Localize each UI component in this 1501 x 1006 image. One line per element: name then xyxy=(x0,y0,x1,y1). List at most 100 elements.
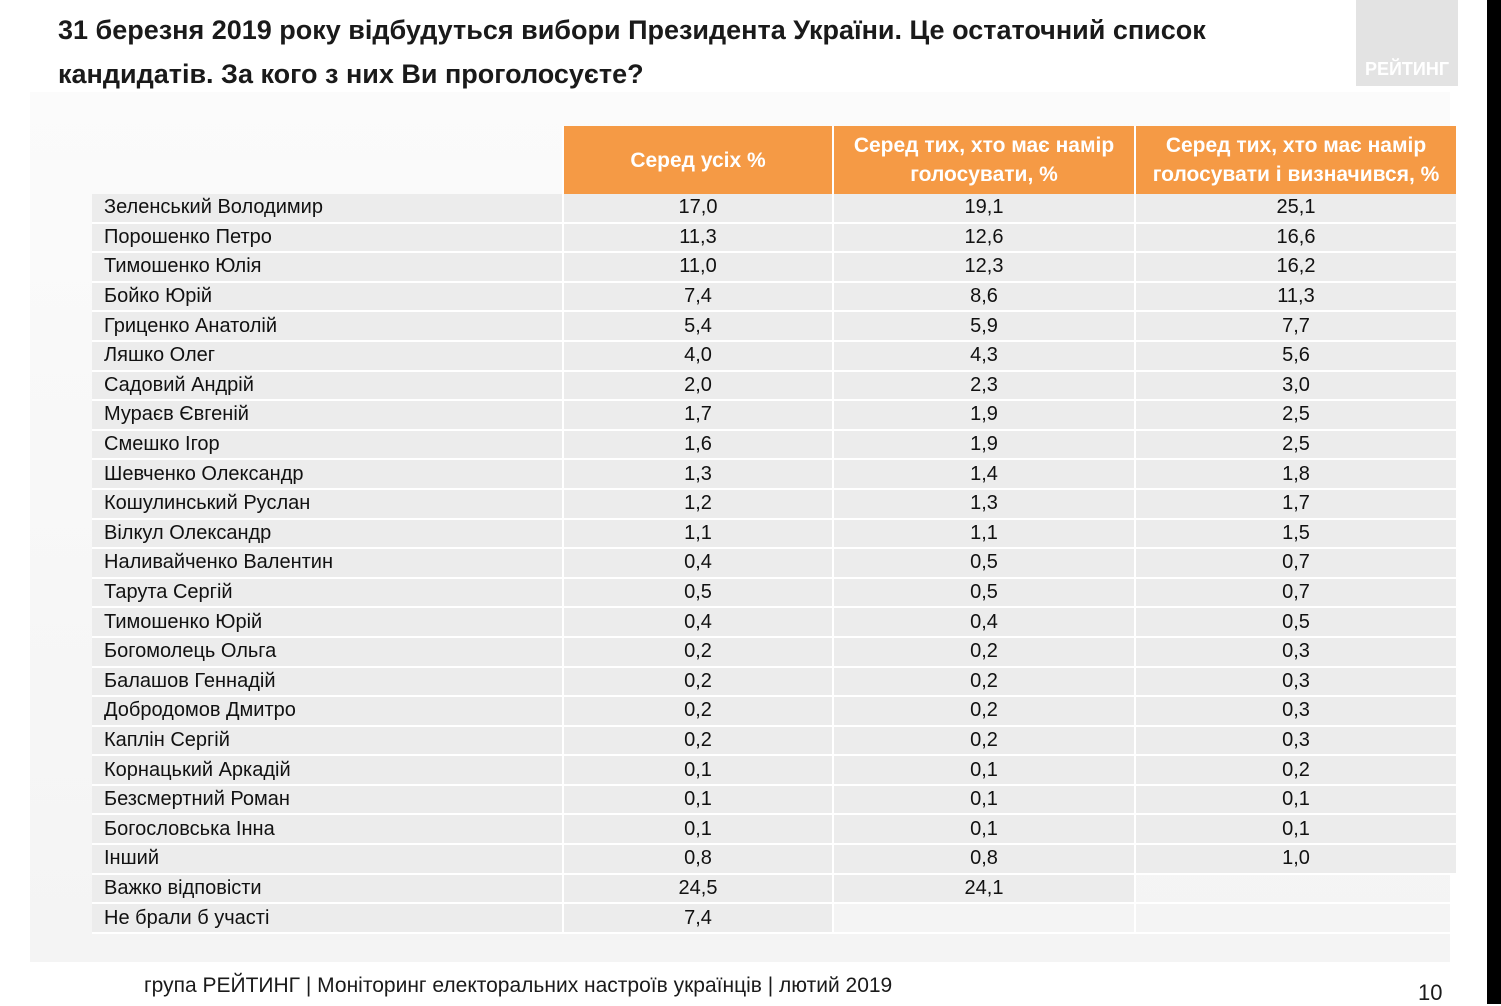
table-row: Тимошенко Юрій 0,4 0,4 0,5 xyxy=(92,608,1456,638)
candidate-name-cell: Безсмертний Роман xyxy=(92,785,562,816)
value-cell-intend: 12,3 xyxy=(832,253,1134,283)
candidate-name-cell: Вілкул Олександр xyxy=(92,519,562,550)
table-row: Гриценко Анатолій 5,4 5,9 7,7 xyxy=(92,312,1456,342)
value-cell-intend: 5,9 xyxy=(832,312,1134,342)
value-cell-intend: 4,3 xyxy=(832,341,1134,372)
value-cell-intend xyxy=(832,904,1134,934)
candidate-name-cell: Каплін Сергій xyxy=(92,726,562,757)
value-cell-decided: 2,5 xyxy=(1134,430,1456,461)
value-cell-decided xyxy=(1134,874,1456,905)
value-cell-intend: 2,3 xyxy=(832,371,1134,402)
value-cell-all: 1,7 xyxy=(562,401,832,431)
header-cell-intend-to-vote: Серед тих, хто має намір голосувати, % xyxy=(832,126,1134,194)
value-cell-all: 0,4 xyxy=(562,549,832,579)
table-row: Балашов Геннадій 0,2 0,2 0,3 xyxy=(92,667,1456,698)
footer-text: група РЕЙТИНГ | Моніторинг електоральних… xyxy=(144,974,893,997)
value-cell-decided: 1,8 xyxy=(1134,460,1456,490)
table-row: Інший 0,8 0,8 1,0 xyxy=(92,845,1456,875)
value-cell-decided: 0,7 xyxy=(1134,578,1456,609)
value-cell-all: 1,2 xyxy=(562,489,832,520)
value-cell-all: 0,1 xyxy=(562,785,832,816)
value-cell-all: 0,5 xyxy=(562,578,832,609)
value-cell-decided: 16,2 xyxy=(1134,253,1456,283)
value-cell-all: 0,2 xyxy=(562,697,832,727)
value-cell-all: 0,2 xyxy=(562,667,832,698)
value-cell-decided: 3,0 xyxy=(1134,371,1456,402)
value-cell-intend: 1,1 xyxy=(832,519,1134,550)
value-cell-all: 17,0 xyxy=(562,194,832,224)
value-cell-decided: 0,3 xyxy=(1134,637,1456,668)
value-cell-all: 1,3 xyxy=(562,460,832,490)
value-cell-intend: 0,1 xyxy=(832,815,1134,846)
value-cell-intend: 0,2 xyxy=(832,697,1134,727)
value-cell-all: 1,1 xyxy=(562,519,832,550)
value-cell-all: 2,0 xyxy=(562,371,832,402)
value-cell-all: 11,3 xyxy=(562,223,832,254)
value-cell-intend: 0,8 xyxy=(832,845,1134,875)
candidate-name-cell: Порошенко Петро xyxy=(92,223,562,254)
header-cell-all: Серед усіх % xyxy=(562,126,832,194)
candidate-name-cell: Зеленський Володимир xyxy=(92,194,562,224)
table-row: Богословська Інна 0,1 0,1 0,1 xyxy=(92,815,1456,846)
value-cell-intend: 8,6 xyxy=(832,282,1134,313)
value-cell-decided: 5,6 xyxy=(1134,341,1456,372)
candidate-name-cell: Богословська Інна xyxy=(92,815,562,846)
candidate-name-cell: Ляшко Олег xyxy=(92,341,562,372)
table-row: Добродомов Дмитро 0,2 0,2 0,3 xyxy=(92,697,1456,727)
candidate-name-cell: Шевченко Олександр xyxy=(92,460,562,490)
candidate-name-cell: Важко відповісти xyxy=(92,874,562,905)
table-row: Порошенко Петро 11,3 12,6 16,6 xyxy=(92,223,1456,254)
candidate-name-cell: Наливайченко Валентин xyxy=(92,549,562,579)
table-row: Садовий Андрій 2,0 2,3 3,0 xyxy=(92,371,1456,402)
candidate-name-cell: Кошулинський Руслан xyxy=(92,489,562,520)
table-row: Каплін Сергій 0,2 0,2 0,3 xyxy=(92,726,1456,757)
value-cell-all: 7,4 xyxy=(562,282,832,313)
value-cell-intend: 0,5 xyxy=(832,549,1134,579)
table-row: Шевченко Олександр 1,3 1,4 1,8 xyxy=(92,460,1456,490)
header-cell-candidate xyxy=(92,126,562,194)
table-row: Богомолець Ольга 0,2 0,2 0,3 xyxy=(92,637,1456,668)
table-row: Вілкул Олександр 1,1 1,1 1,5 xyxy=(92,519,1456,550)
table-row: Корнацький Аркадій 0,1 0,1 0,2 xyxy=(92,756,1456,786)
table-row: Наливайченко Валентин 0,4 0,5 0,7 xyxy=(92,549,1456,579)
value-cell-decided: 7,7 xyxy=(1134,312,1456,342)
candidate-name-cell: Балашов Геннадій xyxy=(92,667,562,698)
value-cell-intend: 0,2 xyxy=(832,637,1134,668)
poll-results-table: Серед усіх % Серед тих, хто має намір го… xyxy=(92,126,1456,934)
value-cell-decided: 2,5 xyxy=(1134,401,1456,431)
header-cell-decided: Серед тих, хто має намір голосувати і ви… xyxy=(1134,126,1456,194)
value-cell-decided xyxy=(1134,904,1456,934)
table-row: Не брали б участі 7,4 xyxy=(92,904,1456,934)
candidate-name-cell: Інший xyxy=(92,845,562,875)
rating-logo: РЕЙТИНГ xyxy=(1356,0,1458,86)
value-cell-decided: 16,6 xyxy=(1134,223,1456,254)
screen-edge xyxy=(1487,0,1501,1004)
value-cell-all: 0,4 xyxy=(562,608,832,638)
table-row: Кошулинський Руслан 1,2 1,3 1,7 xyxy=(92,489,1456,520)
table-row: Бойко Юрій 7,4 8,6 11,3 xyxy=(92,282,1456,313)
value-cell-intend: 24,1 xyxy=(832,874,1134,905)
table-row: Ляшко Олег 4,0 4,3 5,6 xyxy=(92,341,1456,372)
value-cell-all: 0,2 xyxy=(562,637,832,668)
value-cell-all: 0,8 xyxy=(562,845,832,875)
value-cell-intend: 12,6 xyxy=(832,223,1134,254)
value-cell-decided: 1,0 xyxy=(1134,845,1456,875)
value-cell-intend: 0,5 xyxy=(832,578,1134,609)
candidate-name-cell: Корнацький Аркадій xyxy=(92,756,562,786)
value-cell-intend: 0,4 xyxy=(832,608,1134,638)
value-cell-decided: 0,7 xyxy=(1134,549,1456,579)
table-row: Смешко Ігор 1,6 1,9 2,5 xyxy=(92,430,1456,461)
candidate-name-cell: Не брали б участі xyxy=(92,904,562,934)
table-row: Мураєв Євгеній 1,7 1,9 2,5 xyxy=(92,401,1456,431)
value-cell-decided: 0,3 xyxy=(1134,726,1456,757)
value-cell-intend: 1,9 xyxy=(832,430,1134,461)
value-cell-intend: 0,1 xyxy=(832,756,1134,786)
candidate-name-cell: Добродомов Дмитро xyxy=(92,697,562,727)
candidate-name-cell: Богомолець Ольга xyxy=(92,637,562,668)
value-cell-decided: 11,3 xyxy=(1134,282,1456,313)
candidate-name-cell: Бойко Юрій xyxy=(92,282,562,313)
value-cell-intend: 0,2 xyxy=(832,726,1134,757)
value-cell-decided: 0,3 xyxy=(1134,697,1456,727)
table-header-row: Серед усіх % Серед тих, хто має намір го… xyxy=(92,126,1456,194)
value-cell-all: 0,1 xyxy=(562,756,832,786)
